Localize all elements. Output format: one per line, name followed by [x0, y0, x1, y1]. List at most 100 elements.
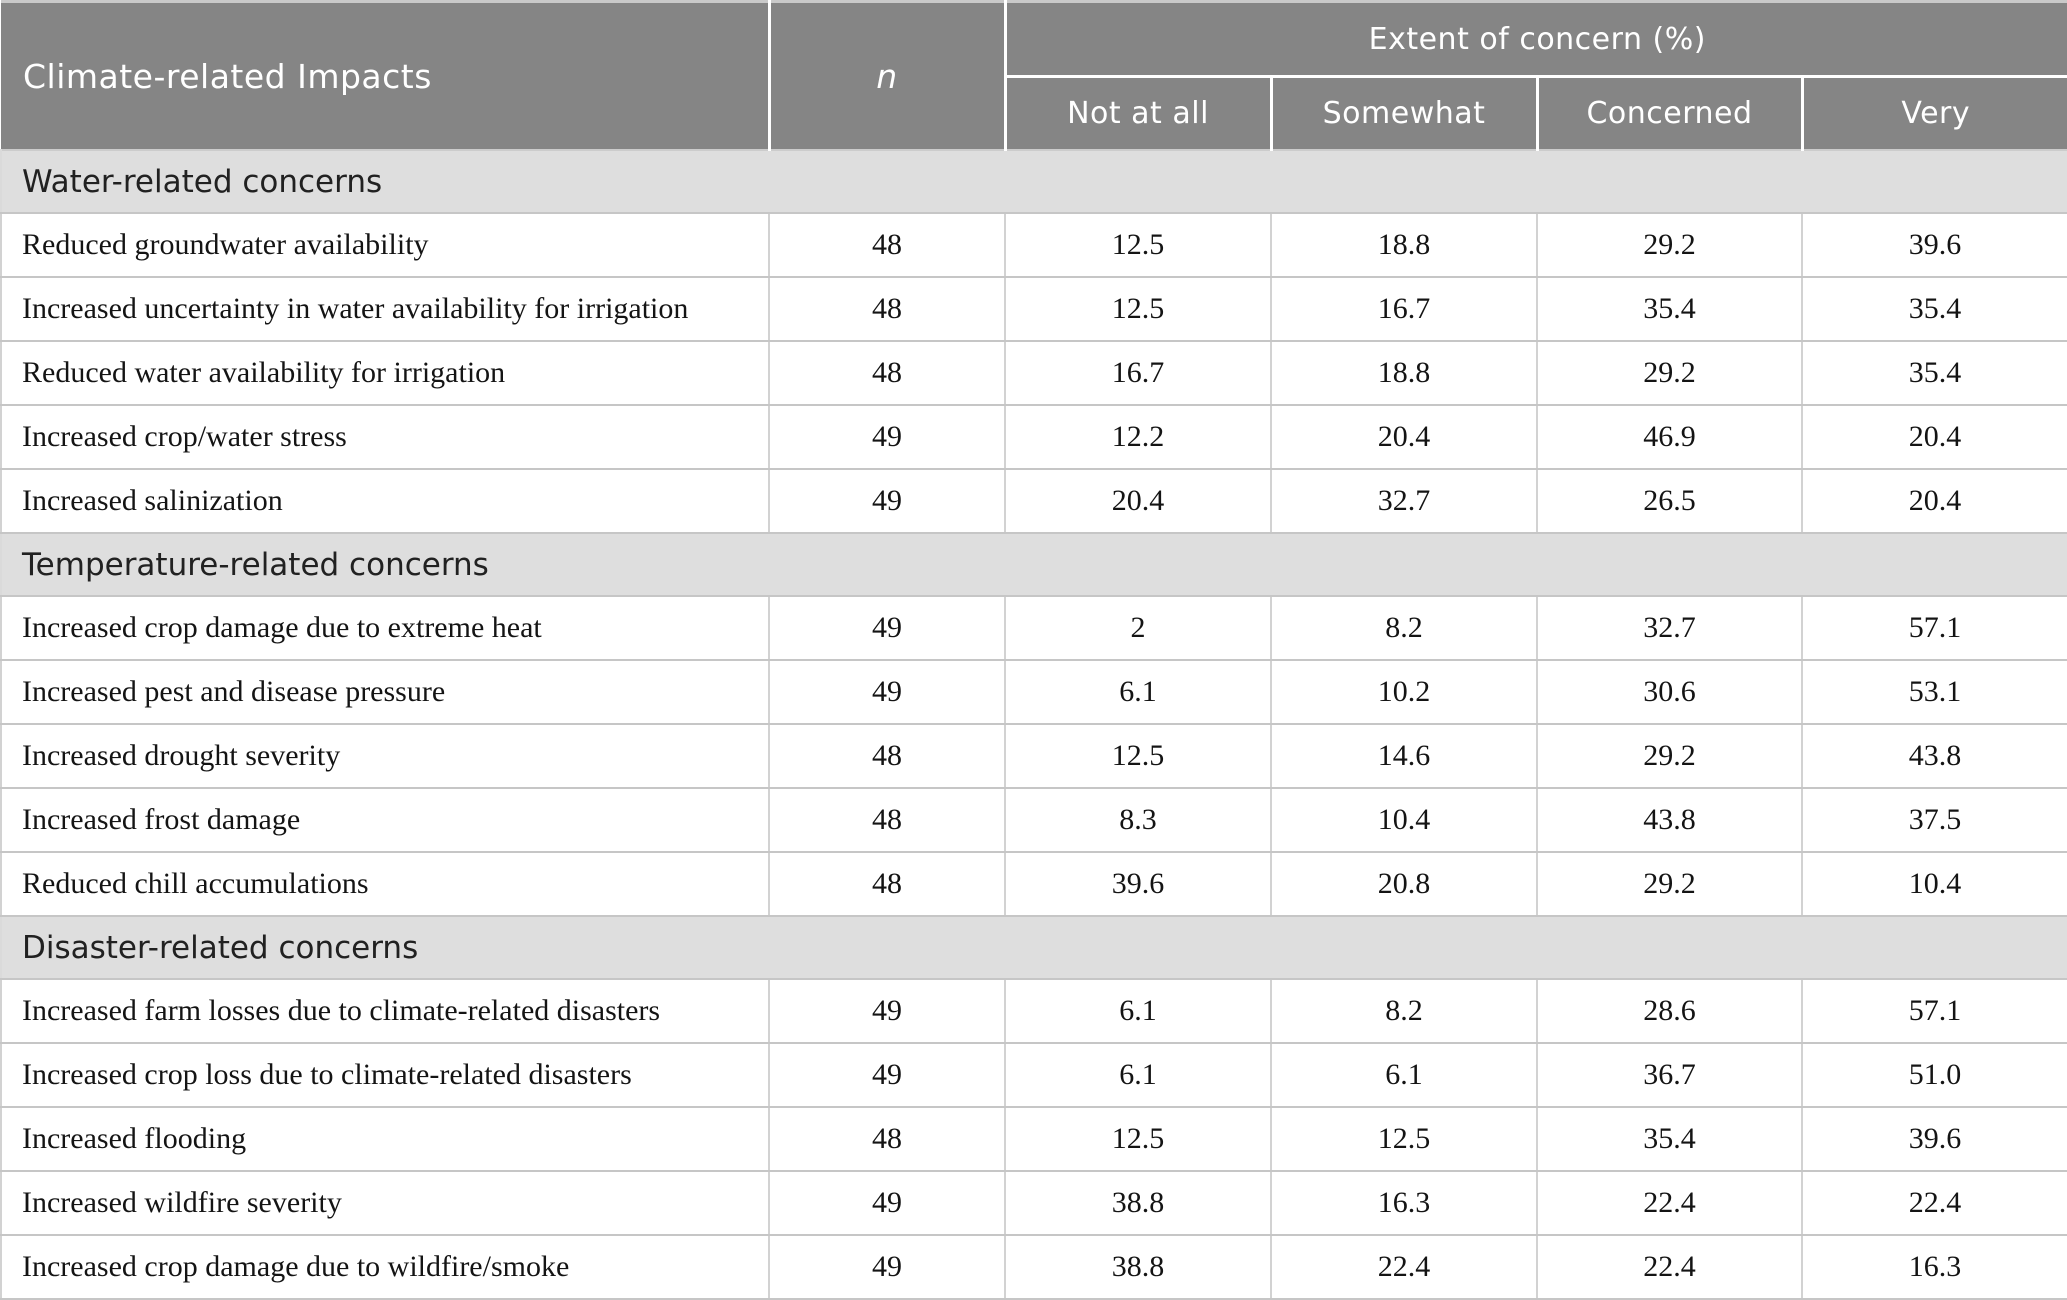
value-cell-somewhat: 6.1 — [1270, 1042, 1538, 1108]
impact-label: Increased crop/water stress — [0, 404, 770, 470]
value-cell-not-at-all: 12.5 — [1004, 212, 1272, 278]
table-header: Climate-related Impacts n Extent of conc… — [1, 1, 2067, 150]
value-cell-somewhat: 20.4 — [1270, 404, 1538, 470]
value-cell-concerned: 29.2 — [1536, 212, 1803, 278]
value-cell-n: 48 — [768, 340, 1006, 406]
impact-label: Increased crop loss due to climate-relat… — [0, 1042, 770, 1108]
value-cell-concerned: 29.2 — [1536, 851, 1803, 917]
column-header-extent-group: Extent of concern (%) — [1003, 1, 2067, 77]
value-cell-somewhat: 14.6 — [1270, 723, 1538, 789]
value-cell-very: 57.1 — [1800, 595, 2067, 661]
column-header-impacts: Climate-related Impacts — [1, 1, 769, 150]
value-cell-somewhat: 12.5 — [1270, 1106, 1538, 1172]
table-row: Increased flooding 48 12.5 12.5 35.4 39.6 — [0, 1106, 2067, 1172]
column-header-not-at-all: Not at all — [1003, 75, 1271, 150]
value-cell-concerned: 22.4 — [1536, 1234, 1803, 1300]
value-cell-very: 35.4 — [1800, 340, 2067, 406]
impact-label: Increased crop damage due to extreme hea… — [0, 595, 770, 661]
value-cell-concerned: 36.7 — [1536, 1042, 1803, 1108]
value-cell-concerned: 35.4 — [1536, 276, 1803, 342]
value-cell-not-at-all: 12.5 — [1004, 276, 1272, 342]
value-cell-n: 49 — [768, 1234, 1006, 1300]
value-cell-very: 35.4 — [1800, 276, 2067, 342]
value-cell-somewhat: 16.3 — [1270, 1170, 1538, 1236]
value-cell-n: 48 — [768, 276, 1006, 342]
table-body: Water-related concerns Reduced groundwate… — [0, 149, 2067, 1300]
table-row: Increased wildfire severity 49 38.8 16.3 22.… — [0, 1170, 2067, 1236]
value-cell-not-at-all: 6.1 — [1004, 978, 1272, 1044]
impact-label: Increased salinization — [0, 468, 770, 534]
value-cell-n: 49 — [768, 1170, 1006, 1236]
value-cell-not-at-all: 12.5 — [1004, 1106, 1272, 1172]
value-cell-very: 39.6 — [1800, 212, 2067, 278]
section-title: Temperature-related concerns — [0, 532, 2067, 597]
value-cell-somewhat: 20.8 — [1270, 851, 1538, 917]
value-cell-n: 48 — [768, 212, 1006, 278]
value-cell-concerned: 30.6 — [1536, 659, 1803, 725]
value-cell-n: 49 — [768, 595, 1006, 661]
value-cell-concerned: 29.2 — [1536, 340, 1803, 406]
value-cell-not-at-all: 16.7 — [1004, 340, 1272, 406]
impact-label: Increased frost damage — [0, 787, 770, 853]
header-row-sub: Not at all Somewhat Concerned Very — [1, 75, 2067, 150]
section-title: Water-related concerns — [0, 149, 2067, 214]
value-cell-concerned: 32.7 — [1536, 595, 1803, 661]
value-cell-somewhat: 8.2 — [1270, 978, 1538, 1044]
value-cell-very: 16.3 — [1800, 1234, 2067, 1300]
value-cell-very: 22.4 — [1800, 1170, 2067, 1236]
value-cell-somewhat: 18.8 — [1270, 340, 1538, 406]
value-cell-not-at-all: 2 — [1004, 595, 1272, 661]
value-cell-n: 49 — [768, 978, 1006, 1044]
value-cell-somewhat: 16.7 — [1270, 276, 1538, 342]
value-cell-somewhat: 10.4 — [1270, 787, 1538, 853]
impact-label: Increased flooding — [0, 1106, 770, 1172]
table-row: Increased uncertainty in water availabil… — [0, 276, 2067, 342]
value-cell-somewhat: 10.2 — [1270, 659, 1538, 725]
section-header-row: Temperature-related concerns — [0, 532, 2067, 597]
table-row: Reduced chill accumulations 48 39.6 20.8 29.… — [0, 851, 2067, 917]
value-cell-concerned: 43.8 — [1536, 787, 1803, 853]
column-header-somewhat: Somewhat — [1269, 75, 1537, 150]
value-cell-somewhat: 8.2 — [1270, 595, 1538, 661]
header-row-top: Climate-related Impacts n Extent of conc… — [1, 1, 2067, 150]
value-cell-very: 39.6 — [1800, 1106, 2067, 1172]
table-row: Increased crop damage due to extreme hea… — [0, 595, 2067, 661]
value-cell-n: 48 — [768, 787, 1006, 853]
value-cell-n: 49 — [768, 1042, 1006, 1108]
value-cell-not-at-all: 8.3 — [1004, 787, 1272, 853]
value-cell-concerned: 29.2 — [1536, 723, 1803, 789]
table-row: Increased drought severity 48 12.5 14.6 29.2… — [0, 723, 2067, 789]
value-cell-n: 49 — [768, 404, 1006, 470]
value-cell-not-at-all: 20.4 — [1004, 468, 1272, 534]
table-row: Reduced water availability for irrigatio… — [0, 340, 2067, 406]
value-cell-n: 48 — [768, 1106, 1006, 1172]
table-row: Increased frost damage 48 8.3 10.4 43.8 37.5 — [0, 787, 2067, 853]
table-row: Increased crop/water stress 49 12.2 20.4 46.… — [0, 404, 2067, 470]
table-row: Reduced groundwater availability 48 12.5 18… — [0, 212, 2067, 278]
value-cell-very: 53.1 — [1800, 659, 2067, 725]
value-cell-very: 20.4 — [1800, 404, 2067, 470]
value-cell-very: 51.0 — [1800, 1042, 2067, 1108]
table-row: Increased farm losses due to climate-rel… — [0, 978, 2067, 1044]
impact-label: Increased farm losses due to climate-rel… — [0, 978, 770, 1044]
value-cell-n: 48 — [768, 723, 1006, 789]
value-cell-n: 49 — [768, 468, 1006, 534]
table-row: Increased crop damage due to wildfire/sm… — [0, 1234, 2067, 1300]
section-header-row: Water-related concerns — [0, 149, 2067, 214]
impact-label: Increased crop damage due to wildfire/sm… — [0, 1234, 770, 1300]
value-cell-very: 57.1 — [1800, 978, 2067, 1044]
column-header-very: Very — [1800, 75, 2067, 150]
column-header-n: n — [767, 1, 1005, 150]
table-row: Increased crop loss due to climate-relat… — [0, 1042, 2067, 1108]
value-cell-not-at-all: 6.1 — [1004, 659, 1272, 725]
value-cell-not-at-all: 12.2 — [1004, 404, 1272, 470]
value-cell-very: 20.4 — [1800, 468, 2067, 534]
section-header-row: Disaster-related concerns — [0, 915, 2067, 980]
value-cell-not-at-all: 6.1 — [1004, 1042, 1272, 1108]
value-cell-not-at-all: 38.8 — [1004, 1170, 1272, 1236]
impact-label: Reduced chill accumulations — [0, 851, 770, 917]
impact-label: Increased pest and disease pressure — [0, 659, 770, 725]
column-header-concerned: Concerned — [1535, 75, 1802, 150]
value-cell-very: 43.8 — [1800, 723, 2067, 789]
